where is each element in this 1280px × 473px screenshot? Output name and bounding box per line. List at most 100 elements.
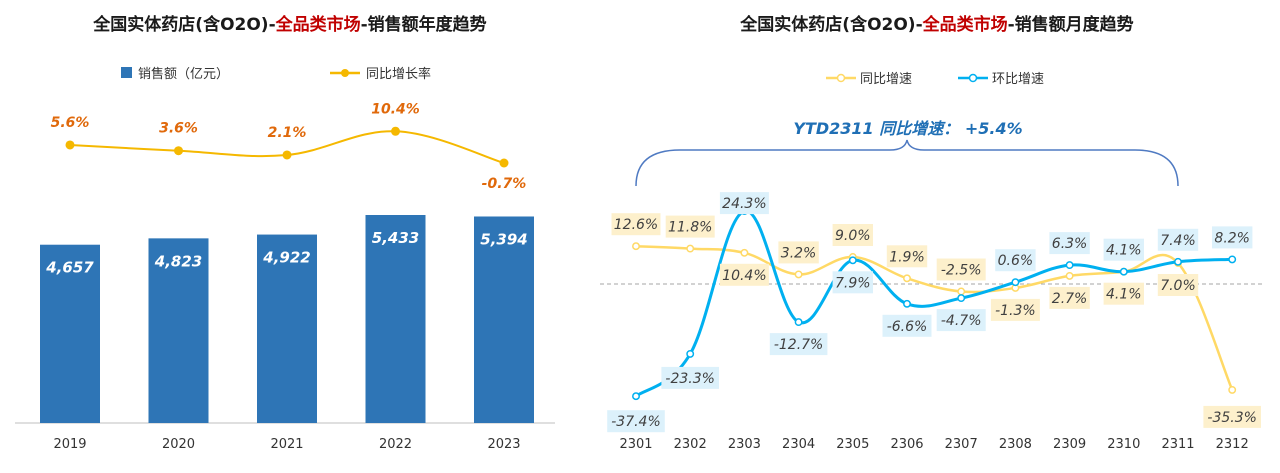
x-tick-label: 2304 <box>782 437 815 452</box>
growth-point <box>391 126 400 136</box>
yoy-point <box>794 270 803 279</box>
x-tick-label: 2301 <box>619 437 652 452</box>
x-tick-label: 2302 <box>674 437 707 452</box>
yoy-point <box>1228 385 1237 394</box>
bar-value-label: 4,823 <box>154 252 202 270</box>
bar-2023 <box>474 216 534 423</box>
mom-value-label: 7.9% <box>835 275 871 291</box>
x-tick-label: 2020 <box>162 437 195 452</box>
mom-label-bg <box>769 333 828 356</box>
mom-value-label: 0.6% <box>998 253 1034 269</box>
yoy-label-bg <box>936 258 986 281</box>
growth-point <box>499 158 509 168</box>
growth-point <box>65 140 75 150</box>
growth-value-label: 10.4% <box>371 101 420 117</box>
monthly-data-labels: 12.6% 11.8% 10.4% 3.2% 9.0% 1.9% -2.5% -1.3% 2.7… <box>607 192 1261 433</box>
mom-point <box>794 318 803 327</box>
mom-value-label: 8.2% <box>1214 230 1250 246</box>
mom-value-label: -23.3% <box>665 371 715 387</box>
yoy-value-label: -2.5% <box>941 263 982 279</box>
mom-label-bg <box>936 309 986 332</box>
ytd-brace <box>635 139 1179 187</box>
yoy-label-bg <box>1203 405 1261 428</box>
yoy-value-label: 1.9% <box>889 249 925 265</box>
yoy-value-label: 4.1% <box>1106 287 1142 303</box>
yoy-label-bg <box>990 298 1040 321</box>
mom-point <box>632 392 640 401</box>
yoy-point <box>632 242 640 251</box>
mom-label-bg <box>1049 232 1090 255</box>
monthly-legend: 同比增速 环比增速 <box>826 72 1044 87</box>
growth-point <box>282 150 292 160</box>
bar-2019 <box>40 244 100 423</box>
mom-point <box>903 299 911 308</box>
legend-mom-marker <box>968 73 978 83</box>
mom-point <box>1065 261 1074 270</box>
yoy-value-label: -35.3% <box>1207 410 1257 426</box>
x-tick-label: 2305 <box>836 437 869 452</box>
yoy-value-label: 11.8% <box>668 220 712 236</box>
bar-2021 <box>257 234 317 423</box>
yoy-label-bg <box>1103 282 1144 305</box>
yoy-point <box>903 274 911 283</box>
yoy-label-bg <box>719 263 769 286</box>
annual-x-ticks: 2019 2020 2021 2022 2023 <box>53 437 520 452</box>
yoy-value-label: 7.0% <box>1160 278 1196 294</box>
yoy-value-label: 10.4% <box>722 268 766 284</box>
x-tick-label: 2303 <box>728 437 761 452</box>
annual-bars: 4,657 4,823 4,922 5,433 5,394 <box>40 215 534 423</box>
yoy-label-bg <box>1157 274 1199 296</box>
yoy-value-label: -1.3% <box>995 303 1036 319</box>
mom-point <box>1228 255 1237 264</box>
bar-2022 <box>365 215 426 423</box>
legend-bar-label: 销售额（亿元） <box>138 66 229 82</box>
mom-value-label: -37.4% <box>611 414 661 430</box>
yoy-value-label: 3.2% <box>781 245 817 261</box>
growth-value-label: 3.6% <box>159 121 198 137</box>
legend-yoy-marker <box>836 73 846 83</box>
mom-value-label: 6.3% <box>1052 236 1088 252</box>
yoy-label-bg <box>611 213 661 236</box>
x-tick-label: 2310 <box>1107 437 1140 452</box>
monthly-lines <box>632 207 1237 401</box>
x-tick-label: 2306 <box>890 437 923 452</box>
mom-label-bg <box>882 314 932 337</box>
legend-yoy-label: 同比增速 <box>860 72 912 87</box>
yoy-label-bg <box>665 215 715 238</box>
legend-line-marker <box>341 69 349 77</box>
bar-2020 <box>148 238 209 423</box>
mom-point <box>1011 278 1020 287</box>
legend-bar-swatch <box>121 67 132 78</box>
yoy-label-bg <box>778 241 819 264</box>
x-tick-label: 2312 <box>1216 437 1249 452</box>
yoy-point <box>740 248 749 257</box>
mom-label-bg <box>1157 228 1199 251</box>
mom-label-bg <box>1212 226 1253 249</box>
monthly-chart-title: 全国实体药店(含O2O)-全品类市场-销售额月度趋势 <box>739 14 1133 35</box>
mom-value-label: -12.7% <box>774 337 824 353</box>
yoy-value-label: 2.7% <box>1052 291 1088 307</box>
mom-value-label: -6.6% <box>887 319 928 335</box>
x-tick-label: 2307 <box>945 437 978 452</box>
mom-point <box>1174 257 1182 266</box>
yoy-label-bg <box>832 224 873 246</box>
mom-value-label: -4.7% <box>941 313 982 329</box>
x-tick-label: 2309 <box>1053 437 1086 452</box>
mom-point <box>957 294 966 303</box>
mom-value-label: 7.4% <box>1160 233 1196 249</box>
mom-label-bg <box>995 249 1036 272</box>
mom-point <box>848 256 857 265</box>
mom-label-bg <box>661 366 719 389</box>
mom-label-bg <box>607 410 665 433</box>
x-tick-label: 2019 <box>53 437 86 452</box>
growth-value-label: -0.7% <box>482 176 527 192</box>
mom-value-label: 4.1% <box>1106 243 1142 259</box>
x-tick-label: 2023 <box>487 437 520 452</box>
x-tick-label: 2022 <box>379 437 412 452</box>
ytd-annotation: YTD2311 同比增速： +5.4% <box>793 119 1022 138</box>
bar-value-label: 4,922 <box>262 249 310 267</box>
x-tick-label: 2021 <box>270 437 303 452</box>
annual-chart-title: 全国实体药店(含O2O)-全品类市场-销售额年度趋势 <box>92 14 486 35</box>
monthly-x-ticks: 2301 2302 2303 2304 2305 2306 2307 2308 2309 2310… <box>619 437 1248 452</box>
legend-line-label: 同比增长率 <box>366 66 431 82</box>
